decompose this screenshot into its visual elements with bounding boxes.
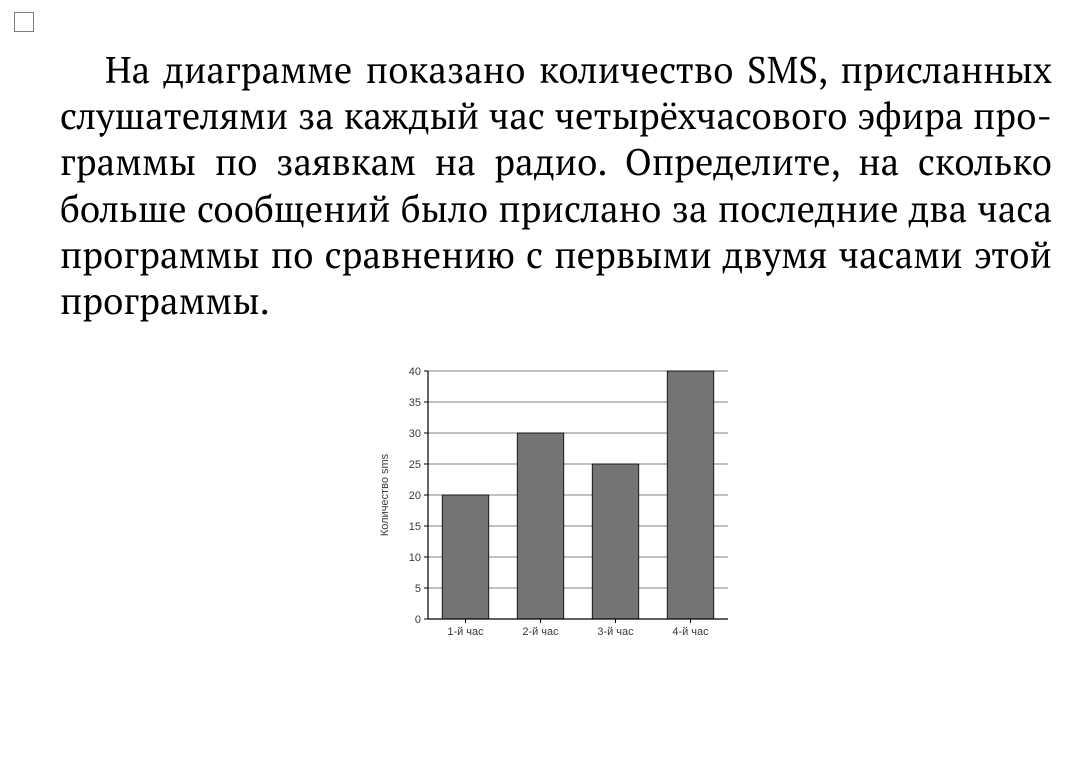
bar-1: [442, 495, 489, 619]
svg-text:10: 10: [409, 552, 421, 564]
xlabel-1: 1-й час: [447, 626, 484, 638]
problem-text: На диаграмме показано количество SMS, пр…: [60, 47, 1052, 325]
bar-3: [592, 464, 639, 619]
chart-container: 0 5 10 15 20 25 30 35 40 1-й час 2-й час 3-й час 4-й…: [60, 361, 1052, 661]
svg-text:5: 5: [415, 583, 421, 595]
svg-text:25: 25: [409, 459, 421, 471]
svg-text:0: 0: [415, 614, 421, 626]
svg-text:15: 15: [409, 521, 421, 533]
xlabel-3: 3-й час: [597, 626, 634, 638]
svg-text:40: 40: [409, 366, 421, 378]
xlabel-4: 4-й час: [672, 626, 709, 638]
xlabel-2: 2-й час: [522, 626, 559, 638]
bar-4: [667, 371, 714, 619]
y-axis-label: Количество sms: [379, 453, 391, 536]
svg-text:30: 30: [409, 428, 421, 440]
sms-bar-chart: 0 5 10 15 20 25 30 35 40 1-й час 2-й час 3-й час 4-й…: [366, 361, 746, 661]
svg-text:20: 20: [409, 490, 421, 502]
bar-2: [517, 433, 564, 619]
svg-text:35: 35: [409, 397, 421, 409]
bullet-marker: [14, 12, 34, 32]
